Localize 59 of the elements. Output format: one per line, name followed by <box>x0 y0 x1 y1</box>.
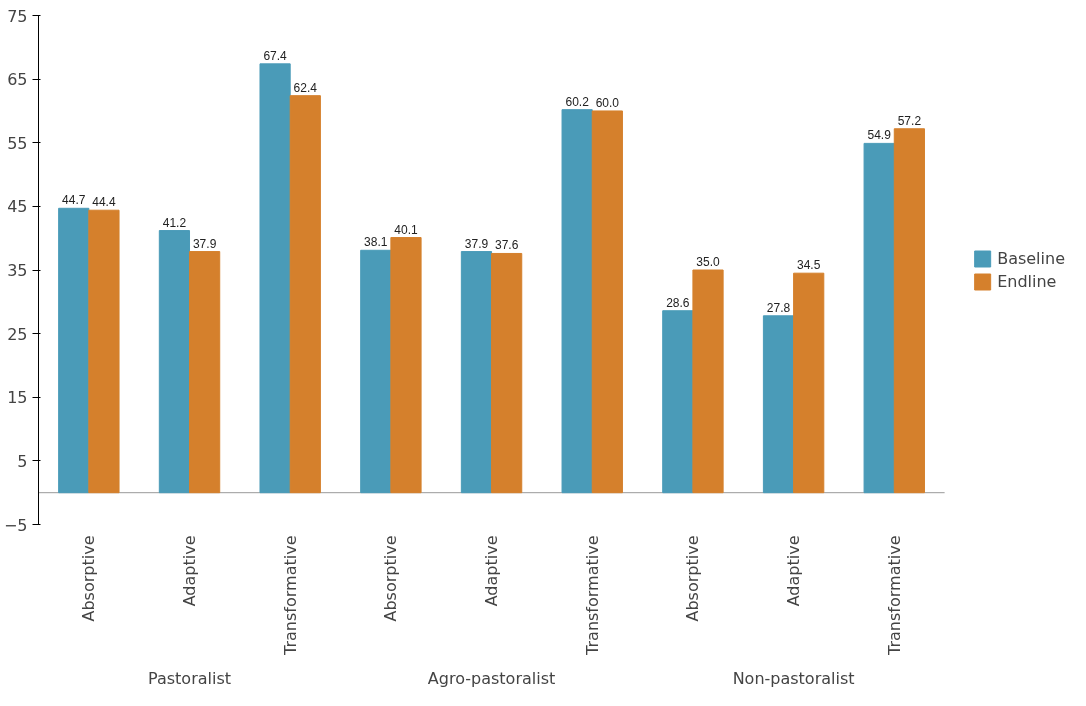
x-tick-label: Adaptive <box>784 535 804 607</box>
data-label: 54.9 <box>867 128 892 143</box>
bar <box>793 272 825 494</box>
y-tick-label: 45 <box>7 197 28 217</box>
data-label: 34.5 <box>797 258 821 273</box>
bar <box>662 310 694 494</box>
y-tick-label: 65 <box>7 70 28 90</box>
data-label: 38.1 <box>364 235 388 250</box>
bar <box>189 251 221 494</box>
y-tick-label: 55 <box>7 133 28 153</box>
x-tick-label: Transformative <box>884 535 904 656</box>
data-label: 67.4 <box>263 48 288 63</box>
bar <box>893 128 925 494</box>
x-tick-label: Absorptive <box>79 535 99 622</box>
data-label: 37.9 <box>464 236 489 251</box>
data-label: 40.1 <box>394 222 418 237</box>
data-label: 37.6 <box>494 238 519 253</box>
x-tick-label: Transformative <box>280 535 300 656</box>
bar <box>692 269 724 494</box>
data-label: 27.8 <box>766 300 791 315</box>
data-label: 44.7 <box>62 193 86 208</box>
bar <box>460 251 493 494</box>
text: Pastoralist <box>148 668 232 688</box>
bar <box>762 315 795 494</box>
data-label: 62.4 <box>293 80 318 95</box>
x-tick-label: Transformative <box>582 535 602 656</box>
bar <box>158 230 191 494</box>
text: Non-pastoralist <box>732 668 855 688</box>
y-tick-label: −5 <box>3 515 28 535</box>
data-label: 41.2 <box>162 215 187 230</box>
x-tick-label: Adaptive <box>180 535 200 607</box>
bar <box>390 237 422 494</box>
bar <box>88 209 120 494</box>
data-label: 57.2 <box>897 113 922 128</box>
data-label: 37.9 <box>192 236 217 251</box>
legend-label: Endline <box>997 271 1057 291</box>
y-tick-label: 35 <box>7 261 28 280</box>
data-label: 60.0 <box>595 95 620 110</box>
bar <box>561 109 593 494</box>
data-label: 35.0 <box>696 255 721 269</box>
bar <box>289 95 321 494</box>
data-label: 28.6 <box>666 295 690 310</box>
x-tick-label: Absorptive <box>381 535 401 622</box>
y-tick-label: 25 <box>7 324 28 344</box>
bar <box>58 207 90 494</box>
data-label: 60.2 <box>565 94 590 109</box>
bar <box>259 63 291 494</box>
bar <box>491 252 523 494</box>
y-tick-label: 75 <box>7 6 28 26</box>
legend-label: Baseline <box>997 248 1065 268</box>
y-tick-label: 5 <box>17 451 28 471</box>
text: Agro-pastoralist <box>427 668 556 688</box>
bar <box>360 249 392 494</box>
data-label: 44.4 <box>92 195 116 210</box>
y-tick-label: 15 <box>7 388 28 408</box>
bar <box>591 110 623 494</box>
x-tick-label: Absorptive <box>683 535 703 622</box>
bar <box>863 142 895 494</box>
x-tick-label: Adaptive <box>482 535 502 607</box>
